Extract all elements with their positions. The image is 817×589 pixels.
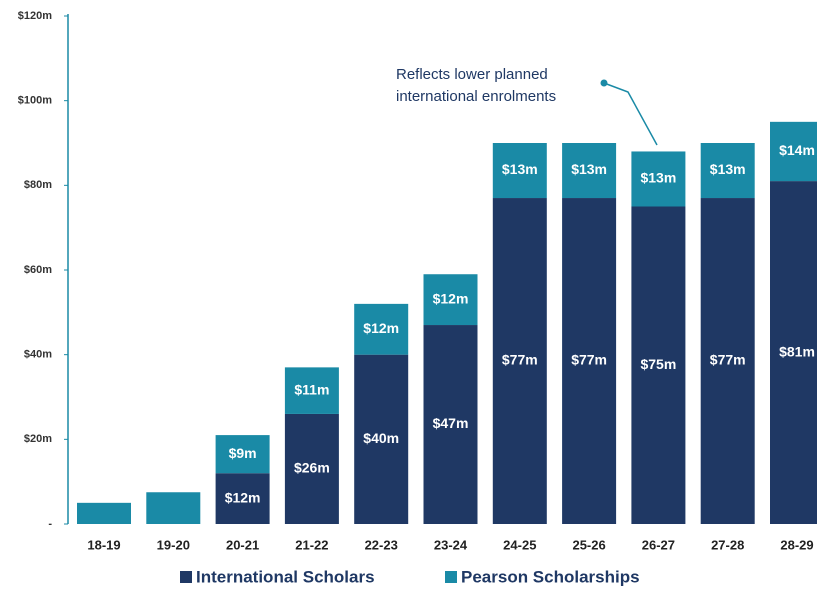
data-label: $47m [433,415,469,431]
data-label: $13m [571,161,607,177]
bar-segment [77,502,131,524]
x-tick-label: 19-20 [157,537,190,552]
x-tick-label: 22-23 [365,537,398,552]
y-tick-label: $120m [18,10,52,22]
x-tick-label: 25-26 [572,537,605,552]
bar-segment [700,143,755,199]
x-tick-label: 23-24 [434,537,468,552]
data-label: $26m [294,460,330,476]
data-label: $81m [779,343,815,359]
data-label: $14m [779,142,815,158]
legend-label: Pearson Scholarships [461,567,640,586]
data-label: $9m [229,445,257,461]
x-tick-label: 18-19 [87,537,120,552]
data-label: $13m [640,170,676,186]
bar-segment [492,143,547,199]
bar-segment [423,325,478,524]
data-label: $13m [502,161,538,177]
y-tick-label: $100m [18,95,52,107]
bar-segment [562,143,617,199]
x-tick-label: 26-27 [642,537,675,552]
bar-segment [146,492,201,524]
bar-segment [354,354,409,524]
y-tick-label: $20m [24,433,52,445]
x-tick-label: 28-29 [780,537,813,552]
data-label: $11m [294,381,329,397]
bar-segment [423,274,478,326]
annotation-leader [603,82,658,146]
data-label: $40m [363,430,399,446]
bar-segment [354,303,409,355]
legend-label: International Scholars [196,567,375,586]
data-label: $77m [710,352,746,368]
data-label: $12m [225,489,261,505]
y-tick-label: - [48,518,52,530]
bar-segment [215,473,270,524]
bar-segment [631,151,686,207]
x-tick-label: 27-28 [711,537,744,552]
bar-segment [215,435,270,474]
data-label: $13m [710,161,746,177]
bar-segment [284,413,339,524]
data-label: $75m [640,356,676,372]
legend-swatch [445,571,457,583]
x-tick-label: 24-25 [503,537,536,552]
bar-segment [770,121,817,182]
bar-segment [492,198,547,525]
data-label: $77m [571,352,607,368]
bar-segment [284,367,339,414]
bar-segment [562,198,617,525]
bar-segment [770,181,817,524]
bar-segment [700,198,755,525]
data-label: $77m [502,352,538,368]
annotation: Reflects lower planned [396,66,548,83]
y-tick-label: $40m [24,349,52,361]
x-tick-label: 21-22 [295,537,328,552]
data-label: $12m [363,320,399,336]
annotation: international enrolments [396,88,556,105]
y-tick-label: $80m [24,179,52,191]
legend-swatch [180,571,192,583]
annotation-dot [600,79,608,87]
y-tick-label: $60m [24,264,52,276]
bar-segment [631,206,686,524]
data-label: $12m [433,290,469,306]
x-tick-label: 20-21 [226,537,259,552]
